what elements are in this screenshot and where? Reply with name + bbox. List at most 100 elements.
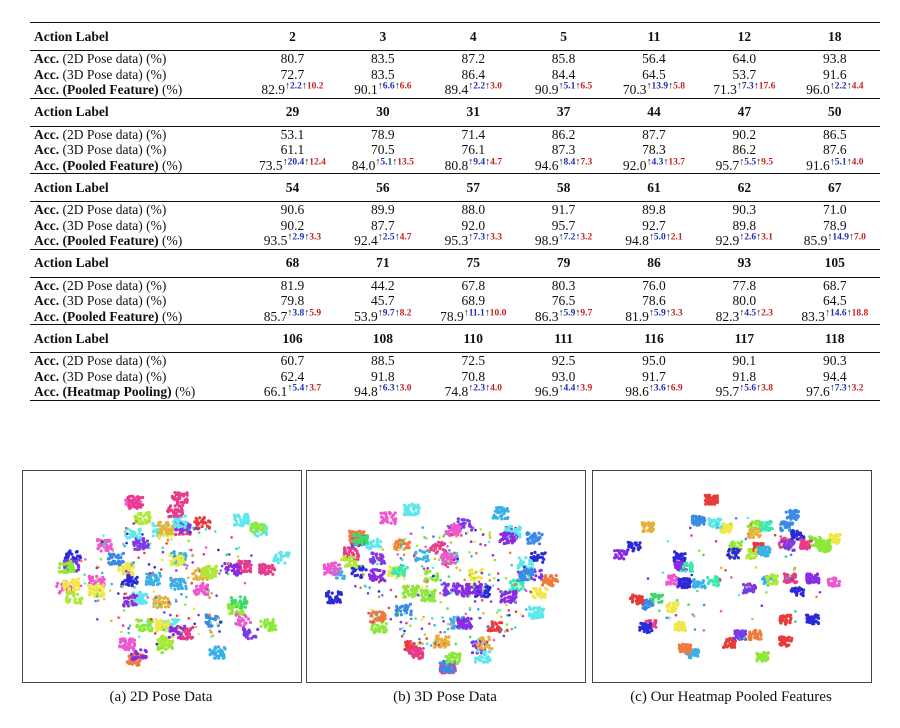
accuracy-value: 66.1: [263, 384, 288, 399]
scatter-point: [537, 609, 541, 613]
scatter-point: [161, 524, 165, 528]
scatter-point: [516, 566, 520, 570]
scatter-point: [442, 620, 445, 623]
scatter-point: [144, 601, 148, 605]
accuracy-value: 64.5: [822, 293, 847, 308]
scatter-plot-2d: [55, 491, 291, 667]
scatter-point: [490, 647, 494, 651]
scatter-point: [452, 619, 456, 623]
scatter-point: [448, 653, 452, 657]
metric-label-bold: Acc.: [34, 353, 60, 368]
scatter-point: [134, 577, 138, 581]
scatter-point: [428, 622, 431, 625]
up-arrow-icon: ↑: [394, 382, 400, 394]
scatter-point: [421, 550, 425, 554]
scatter-point: [348, 549, 352, 553]
accuracy-value: 96.9: [534, 384, 559, 399]
scatter-point: [235, 547, 238, 551]
scatter-point: [369, 569, 373, 573]
scatter-point: [376, 538, 380, 542]
scatter-point: [359, 540, 363, 544]
scatter-point: [63, 559, 67, 563]
up-arrow-icon: ↑: [846, 307, 852, 318]
scatter-point: [195, 592, 199, 596]
scatter-point: [213, 656, 217, 660]
scatter-point: [67, 591, 71, 595]
scatter-point: [499, 615, 503, 619]
scatter-point: [130, 573, 134, 577]
scatter-point: [487, 658, 491, 662]
scatter-point: [533, 550, 537, 554]
metric-label: Acc. (3D Pose data) (%): [30, 369, 247, 385]
scatter-point: [429, 576, 433, 580]
scatter-point: [123, 544, 126, 548]
up-arrow-icon: ↑: [827, 231, 833, 243]
scatter-point: [369, 612, 374, 616]
accuracy-value: 98.6: [625, 384, 649, 399]
accuracy-value: 91.8: [732, 368, 757, 384]
scatter-point: [488, 533, 491, 537]
scatter-point: [510, 529, 514, 533]
value-cell: 94.8↑5.0↑2.1: [609, 232, 699, 249]
scatter-point: [487, 646, 491, 650]
value-cell: 79.8: [247, 293, 337, 309]
up-arrow-icon: ↑: [824, 307, 830, 318]
scatter-point: [152, 583, 156, 587]
scatter-point: [339, 591, 343, 595]
scatter-point: [456, 557, 459, 561]
scatter-point: [382, 570, 386, 574]
scatter-point: [477, 607, 480, 611]
scatter-point: [439, 600, 443, 604]
scatter-point: [503, 600, 507, 604]
scatter-point: [506, 595, 510, 599]
scatter-point: [498, 510, 502, 515]
scatter-point: [243, 559, 247, 563]
value-cell: 83.5: [338, 51, 428, 67]
scatter-point: [135, 580, 139, 584]
scatter-point: [84, 558, 87, 561]
scatter-point: [99, 549, 103, 553]
scatter-point: [122, 542, 125, 546]
scatter-point: [87, 574, 91, 578]
accuracy-value: 83.5: [371, 51, 395, 66]
scatter-point: [211, 617, 215, 621]
scatter-point: [153, 632, 157, 635]
scatter-point: [647, 605, 651, 609]
scatter-point: [198, 584, 202, 588]
scatter-point: [136, 547, 139, 551]
accuracy-value: 85.9: [803, 233, 828, 248]
scatter-point: [121, 580, 125, 584]
scatter-point: [419, 588, 423, 592]
accuracy-value: 86.2: [551, 126, 576, 142]
scatter-point: [530, 534, 534, 538]
scatter-point: [437, 643, 440, 647]
scatter-point: [96, 618, 99, 621]
metric-label: Acc. (3D Pose data) (%): [30, 142, 247, 158]
scatter-point: [529, 559, 533, 563]
scatter-point: [127, 627, 130, 630]
accuracy-value: 84.0: [351, 157, 376, 173]
accuracy-value: 80.0: [732, 293, 757, 308]
value-cell: 53.7: [699, 67, 789, 83]
scatter-point: [423, 580, 426, 584]
scatter-point: [130, 658, 135, 662]
scatter-point: [486, 590, 490, 594]
scatter-point: [396, 553, 399, 556]
scatter-point: [542, 592, 546, 596]
scatter-point: [157, 639, 161, 643]
value-cell: 70.3↑13.9↑5.8: [609, 81, 699, 98]
scatter-point: [452, 522, 456, 526]
scatter-point: [472, 585, 476, 589]
up-arrow-icon: ↑: [665, 382, 671, 394]
scatter-point: [645, 598, 649, 602]
scatter-point: [448, 549, 451, 552]
scatter-point: [207, 519, 211, 523]
scatter-point: [93, 588, 97, 592]
gain-vs-3d: 3.3: [309, 232, 322, 243]
scatter-point: [110, 582, 113, 586]
scatter-point: [511, 593, 515, 597]
scatter-point: [497, 578, 500, 582]
scatter-point: [481, 591, 484, 595]
scatter-point: [207, 576, 211, 580]
scatter-point: [271, 566, 276, 570]
